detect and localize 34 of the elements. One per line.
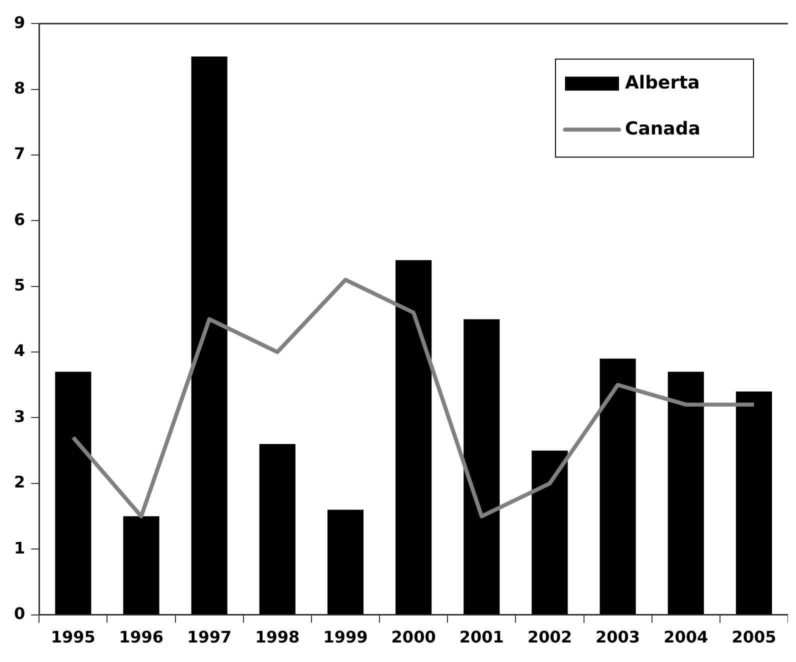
bar [396, 260, 432, 614]
x-tick-label: 2000 [391, 628, 436, 647]
y-tick-label: 4 [14, 341, 26, 360]
x-tick-label: 2001 [459, 628, 504, 647]
y-tick-label: 1 [14, 538, 26, 558]
bar [55, 372, 92, 614]
bar [600, 358, 636, 614]
legend-label: Canada [625, 118, 700, 140]
y-tick-label: 8 [14, 78, 26, 98]
x-tick-label: 1998 [255, 628, 300, 647]
x-tick-label: 2002 [527, 628, 572, 647]
y-tick-label: 2 [14, 472, 26, 492]
y-tick-label: 9 [14, 12, 26, 32]
bar [327, 510, 364, 614]
x-tick-label: 1997 [187, 628, 232, 647]
y-tick-label: 3 [14, 406, 26, 426]
bar [736, 391, 772, 614]
bar [464, 319, 500, 614]
bar [532, 450, 568, 614]
y-tick-label: 7 [14, 144, 26, 164]
legend-label: Alberta [625, 72, 700, 94]
bar [259, 444, 296, 614]
y-tick-label: 6 [14, 210, 26, 229]
x-tick-label: 1999 [323, 628, 368, 647]
x-tick-label: 1996 [118, 628, 164, 647]
y-tick-label: 0 [14, 604, 26, 623]
x-tick-label: 1995 [50, 628, 96, 647]
y-tick-label: 5 [14, 276, 26, 295]
bar [123, 516, 160, 614]
x-tick-label: 2005 [732, 628, 776, 647]
bar [668, 372, 704, 614]
x-tick-label: 2003 [596, 628, 640, 647]
bar [191, 56, 228, 614]
x-tick-label: 2004 [664, 628, 708, 647]
